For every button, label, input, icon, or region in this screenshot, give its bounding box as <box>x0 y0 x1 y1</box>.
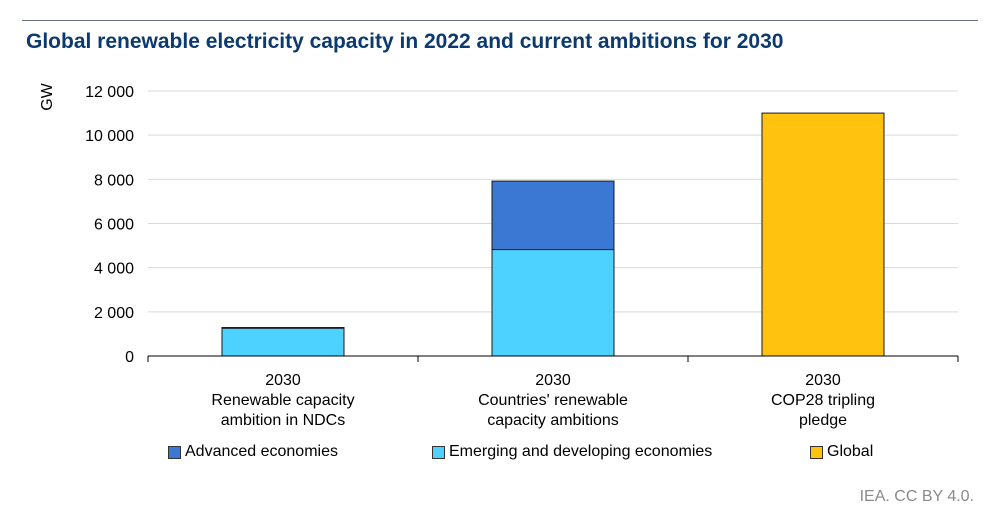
legend-item: Global <box>810 443 873 461</box>
y-tick-label: 0 <box>125 349 134 366</box>
x-tick-label: COP28 tripling <box>771 392 875 409</box>
legend-label: Global <box>827 443 874 460</box>
chart-legend: Advanced economies Emerging and developin… <box>0 443 1000 465</box>
x-tick-label: 2030 <box>535 372 571 389</box>
bar-segment <box>491 249 615 357</box>
legend-swatch <box>810 445 823 459</box>
x-tick-label: Countries' renewable <box>478 392 628 409</box>
bar-segment <box>761 112 885 357</box>
x-tick-label: 2030 <box>805 372 841 389</box>
legend-swatch <box>168 445 181 459</box>
bar-segment <box>491 180 615 251</box>
y-tick-label: 10 000 <box>85 128 134 145</box>
top-rule <box>22 20 978 21</box>
legend-label: Advanced economies <box>185 443 338 460</box>
y-tick-label: 4 000 <box>94 261 134 278</box>
legend-item: Advanced economies <box>168 443 338 461</box>
y-tick-label: 12 000 <box>85 84 134 101</box>
y-tick-label: 6 000 <box>94 217 134 234</box>
y-axis-label: GW <box>39 82 56 110</box>
bar-segment <box>221 327 345 329</box>
x-tick-label: ambition in NDCs <box>221 412 345 429</box>
y-tick-label: 2 000 <box>94 305 134 322</box>
y-tick-label: 8 000 <box>94 172 134 189</box>
bar-segment <box>221 327 345 357</box>
source-credit: IEA. CC BY 4.0. <box>859 488 974 505</box>
x-tick-label: pledge <box>799 412 847 429</box>
legend-item: Emerging and developing economies <box>432 443 712 461</box>
x-tick-label: 2030 <box>265 372 301 389</box>
legend-swatch <box>432 445 445 459</box>
chart-title: Global renewable electricity capacity in… <box>26 30 784 53</box>
legend-label: Emerging and developing economies <box>449 443 713 460</box>
x-tick-label: capacity ambitions <box>487 412 619 429</box>
x-tick-label: Renewable capacity <box>211 392 354 409</box>
